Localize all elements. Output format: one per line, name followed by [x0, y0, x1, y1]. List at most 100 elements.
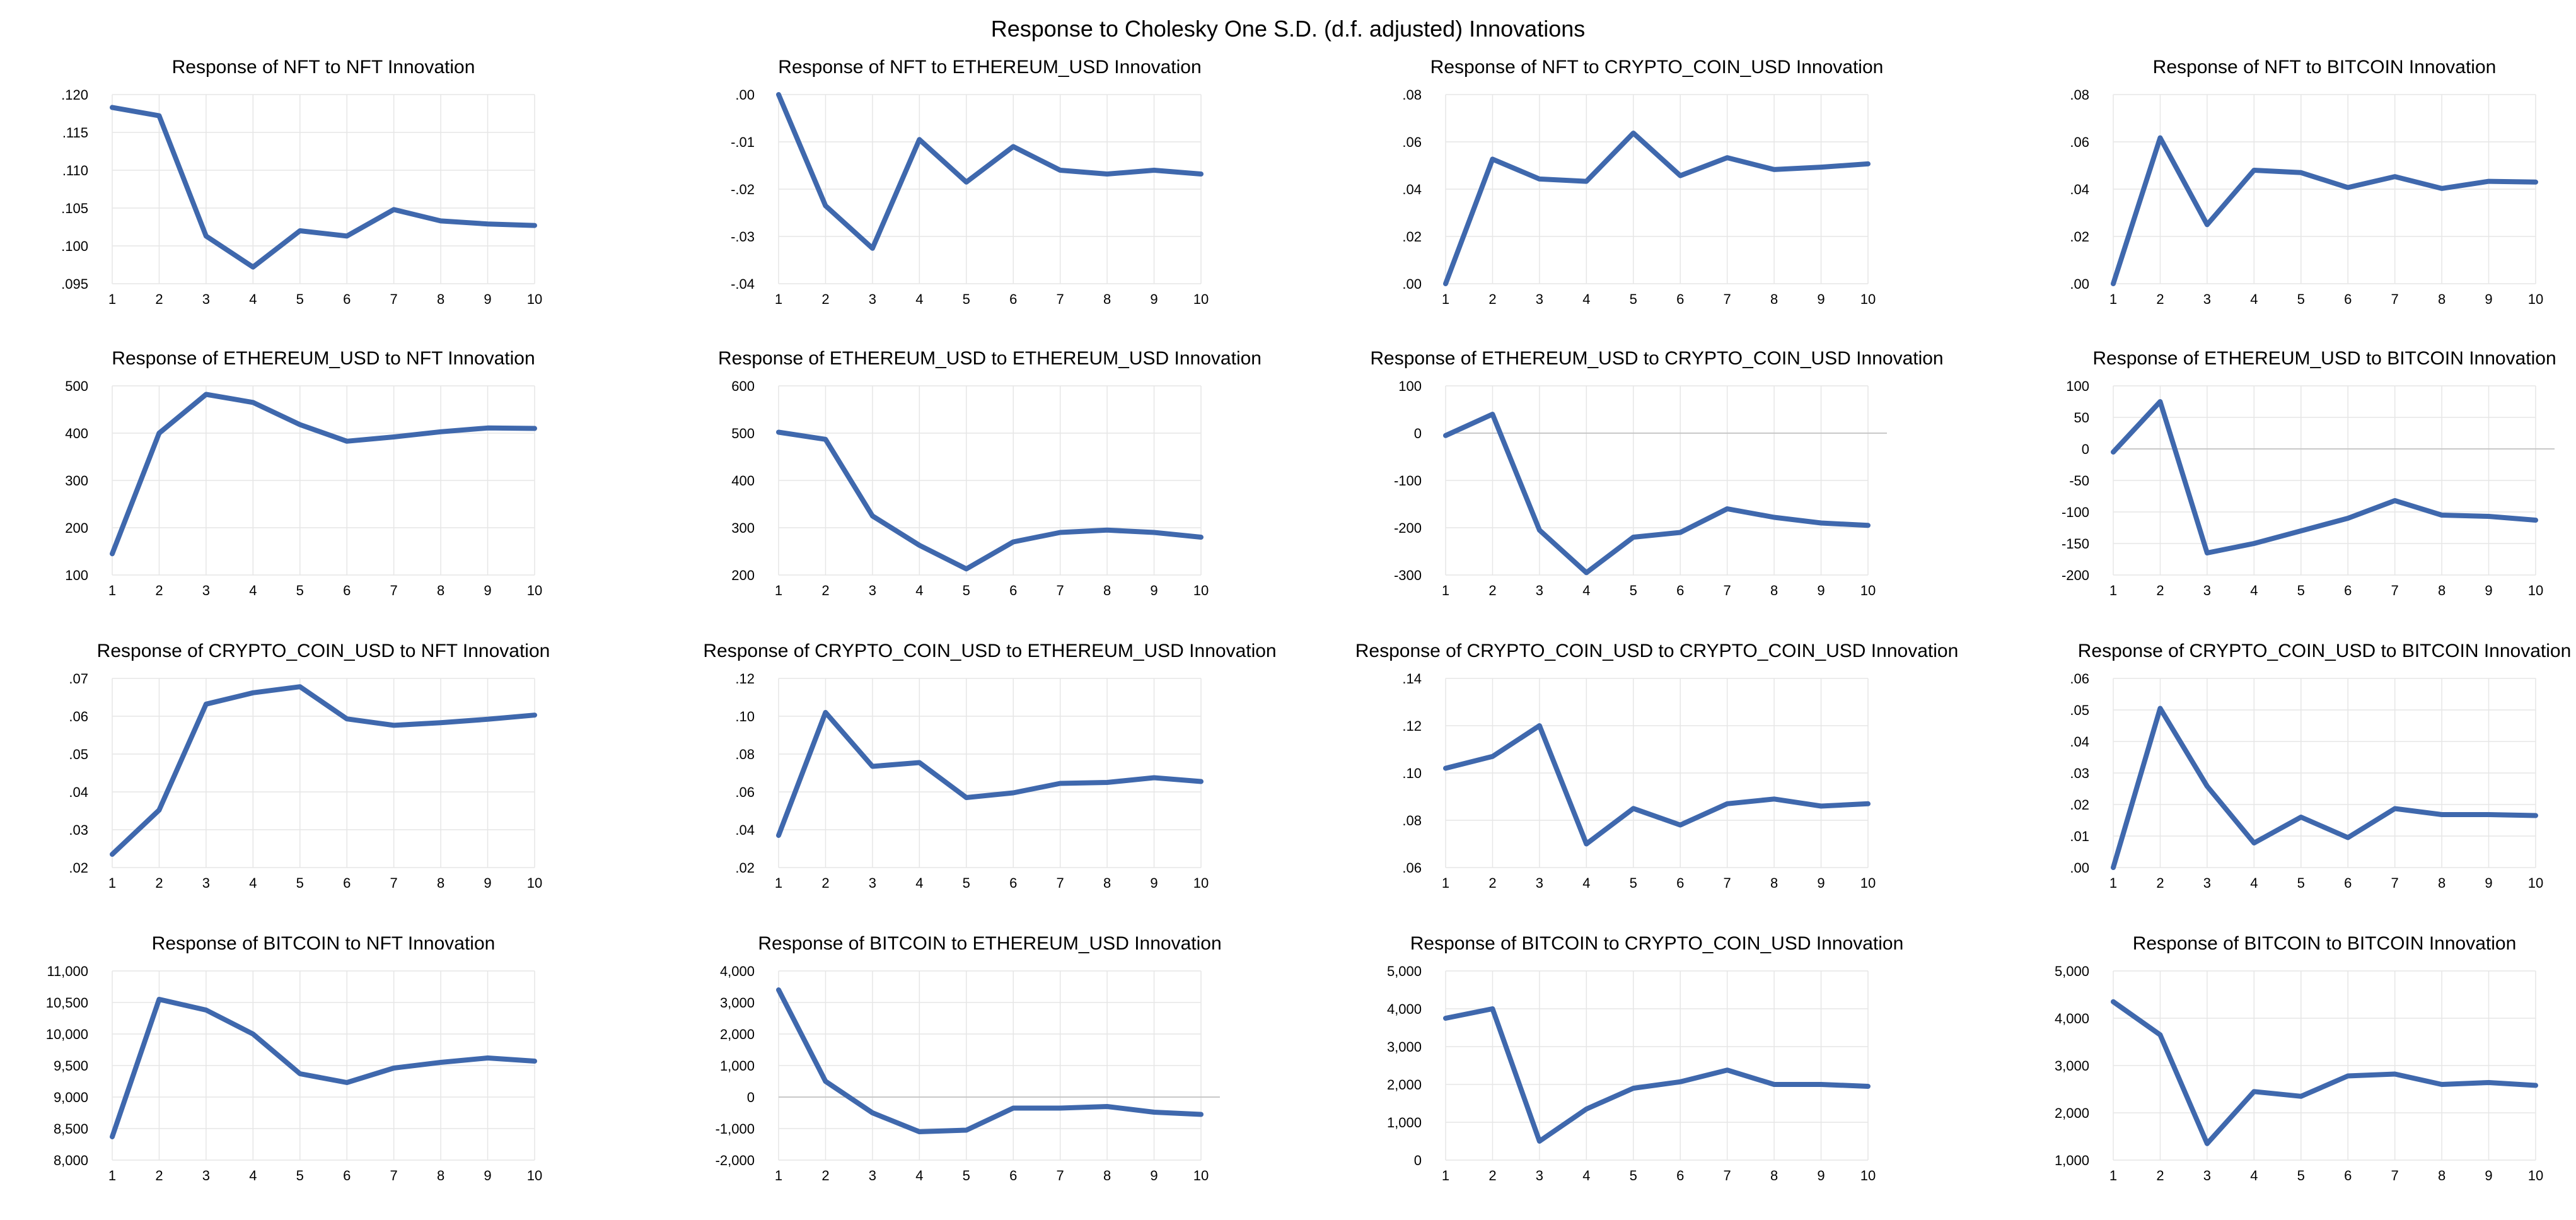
x-tick-label: 9	[1817, 1168, 1825, 1183]
y-tick-label: 5,000	[2055, 963, 2089, 979]
response-line	[1443, 412, 1871, 576]
y-tick-label: .02	[2070, 797, 2089, 813]
x-tick-label: 7	[1724, 583, 1731, 598]
response-line	[110, 684, 537, 857]
x-tick-label: 10	[527, 583, 542, 598]
y-tick-label: 1,000	[720, 1058, 755, 1074]
x-tick-label: 5	[963, 1168, 970, 1183]
x-tick-label: 3	[1536, 291, 1543, 307]
x-tick-label: 7	[1724, 291, 1731, 307]
x-tick-label: 5	[1630, 583, 1637, 598]
x-tick-label: 6	[2344, 583, 2352, 598]
irf-panel-9: Response of CRYPTO_COIN_USD to NFT Innov…	[69, 641, 550, 891]
y-tick-label: 2,000	[2055, 1105, 2089, 1121]
x-tick-label: 10	[2528, 583, 2543, 598]
x-tick-label: 1	[775, 291, 782, 307]
x-tick-label: 4	[2250, 291, 2258, 307]
x-tick-label: 5	[296, 583, 304, 598]
y-tick-label: -.01	[731, 134, 755, 150]
y-tick-label: .04	[2070, 182, 2089, 197]
x-tick-label: 9	[484, 583, 491, 598]
x-tick-label: 4	[2250, 1168, 2258, 1183]
y-tick-label: 3,000	[1387, 1039, 1422, 1055]
x-tick-label: 9	[1150, 291, 1157, 307]
y-tick-label: .105	[61, 200, 88, 216]
y-tick-label: .00	[2070, 276, 2089, 292]
x-tick-label: 9	[2485, 875, 2492, 891]
x-tick-label: 6	[1009, 291, 1017, 307]
y-tick-label: 11,000	[47, 963, 88, 979]
y-tick-label: 500	[731, 426, 755, 441]
y-tick-label: .12	[735, 671, 755, 687]
panel-title: Response of CRYPTO_COIN_USD to NFT Innov…	[97, 641, 550, 661]
panel-title: Response of ETHEREUM_USD to ETHEREUM_USD…	[718, 348, 1262, 369]
x-tick-label: 2	[1488, 875, 1496, 891]
response-line	[2111, 999, 2538, 1146]
y-tick-label: -50	[2069, 473, 2089, 489]
x-tick-label: 3	[202, 875, 210, 891]
x-tick-label: 2	[821, 1168, 829, 1183]
y-tick-label: .04	[735, 822, 755, 838]
x-tick-label: 2	[155, 1168, 163, 1183]
y-tick-label: -200	[1394, 520, 1422, 536]
x-tick-label: 4	[249, 1168, 257, 1183]
x-tick-label: 10	[1860, 875, 1876, 891]
panel-title: Response of BITCOIN to BITCOIN Innovatio…	[2133, 933, 2517, 954]
irf-panel-6: Response of ETHEREUM_USD to ETHEREUM_USD…	[718, 348, 1262, 598]
y-tick-label: .10	[735, 709, 755, 724]
panel-title: Response of CRYPTO_COIN_USD to ETHEREUM_…	[703, 641, 1276, 661]
y-tick-label: 50	[2074, 410, 2089, 426]
irf-panel-1: Response of NFT to NFT Innovation .095 .10…	[61, 57, 542, 307]
y-tick-label: .04	[1402, 182, 1422, 197]
y-tick-label: .00	[735, 87, 755, 103]
x-tick-label: 10	[1193, 875, 1209, 891]
x-tick-label: 1	[775, 1168, 782, 1183]
y-tick-label: .06	[1402, 134, 1422, 150]
x-tick-label: 3	[2203, 875, 2211, 891]
panel-title: Response of BITCOIN to NFT Innovation	[152, 933, 496, 954]
y-tick-label: .03	[69, 822, 88, 838]
x-tick-label: 9	[1817, 583, 1825, 598]
x-tick-label: 3	[2203, 291, 2211, 307]
x-tick-label: 4	[915, 1168, 923, 1183]
y-tick-label: 1,000	[2055, 1153, 2089, 1168]
x-tick-label: 8	[437, 1168, 444, 1183]
y-tick-label: -2,000	[716, 1153, 755, 1168]
x-tick-label: 10	[1860, 583, 1876, 598]
x-tick-label: 6	[1676, 583, 1684, 598]
x-tick-label: 3	[2203, 583, 2211, 598]
y-tick-label: -150	[2062, 536, 2089, 552]
x-tick-label: 9	[1150, 1168, 1157, 1183]
x-tick-label: 2	[2156, 583, 2164, 598]
y-tick-label: 10,000	[46, 1026, 88, 1042]
x-tick-label: 2	[2156, 291, 2164, 307]
response-line	[1443, 723, 1871, 847]
response-line	[2111, 135, 2538, 286]
response-line	[776, 429, 1204, 572]
y-tick-label: 2,000	[1387, 1077, 1422, 1093]
x-tick-label: 8	[1103, 875, 1111, 891]
y-tick-label: 200	[65, 520, 88, 536]
x-tick-label: 2	[821, 875, 829, 891]
y-tick-label: .00	[2070, 860, 2089, 876]
x-tick-label: 10	[1193, 291, 1209, 307]
response-line	[2111, 399, 2538, 555]
x-tick-label: 10	[527, 291, 542, 307]
x-tick-label: 5	[2297, 583, 2305, 598]
panel-title: Response of ETHEREUM_USD to NFT Innovati…	[112, 348, 535, 369]
x-tick-label: 2	[1488, 583, 1496, 598]
x-tick-label: 8	[2438, 875, 2445, 891]
response-line	[2111, 706, 2538, 870]
panel-title: Response of NFT to CRYPTO_COIN_USD Innov…	[1430, 57, 1884, 78]
y-tick-label: 8,500	[54, 1121, 88, 1137]
x-tick-label: 1	[775, 875, 782, 891]
y-tick-label: 9,500	[54, 1058, 88, 1074]
x-tick-label: 6	[1676, 1168, 1684, 1183]
response-line	[110, 105, 537, 270]
x-tick-label: 5	[963, 291, 970, 307]
x-tick-label: 1	[1442, 1168, 1449, 1183]
x-tick-label: 9	[1817, 875, 1825, 891]
x-tick-label: 4	[915, 875, 923, 891]
y-tick-label: .095	[61, 276, 88, 292]
y-tick-label: 5,000	[1387, 963, 1422, 979]
